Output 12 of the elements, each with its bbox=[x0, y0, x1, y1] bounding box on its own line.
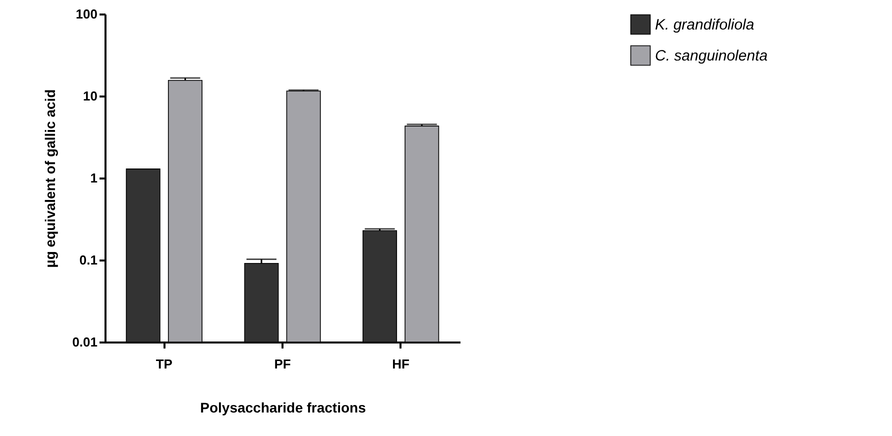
y-tick-label: 0.01 bbox=[72, 334, 98, 350]
legend-label: K. grandifoliola bbox=[655, 16, 754, 34]
x-tick-label: TP bbox=[156, 356, 173, 372]
legend-label: C. sanguinolenta bbox=[655, 48, 768, 64]
y-tick-label: 10 bbox=[83, 88, 98, 104]
y-tick-label: 1 bbox=[90, 170, 98, 186]
x-tick-label: HF bbox=[392, 356, 410, 372]
y-axis-title: µg equivalent of gallic acid bbox=[42, 89, 58, 268]
y-tick-label: 100 bbox=[76, 6, 98, 22]
x-tick-label: PF bbox=[274, 356, 291, 372]
y-tick-label: 0.1 bbox=[79, 252, 98, 268]
x-axis-title: Polysaccharide fractions bbox=[200, 400, 366, 416]
